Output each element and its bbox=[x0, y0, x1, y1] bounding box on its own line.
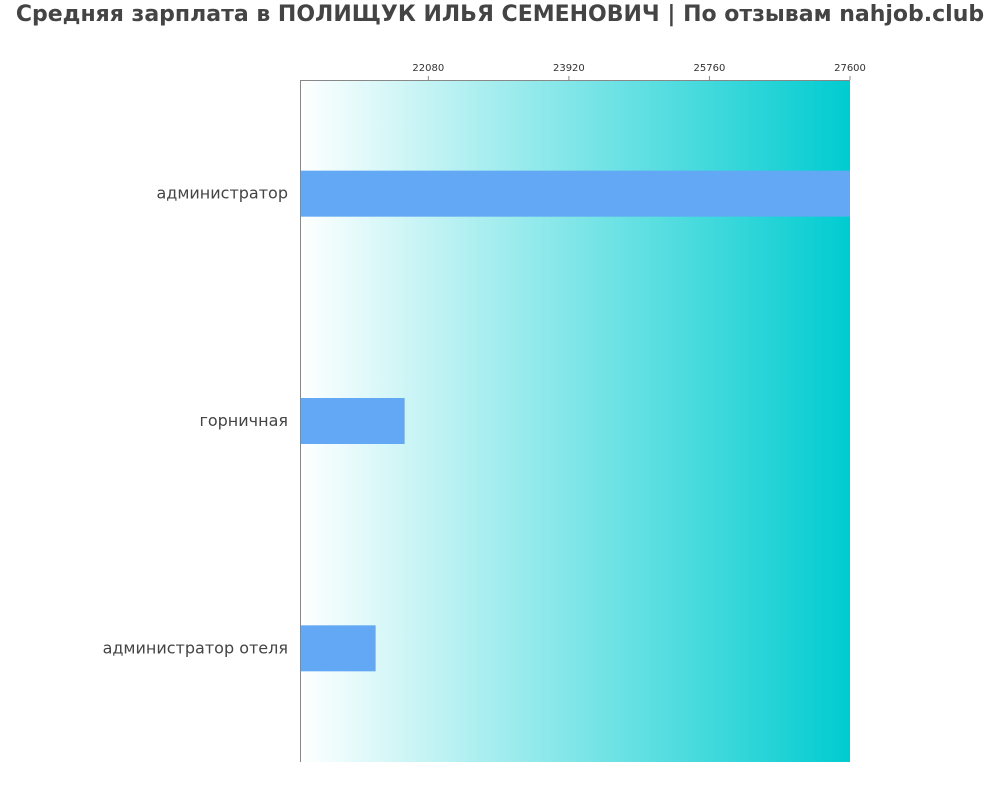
x-tick-label-2: 25760 bbox=[694, 63, 726, 74]
x-tick-label-3: 27600 bbox=[834, 63, 866, 74]
bar-2 bbox=[300, 625, 376, 672]
bar-1 bbox=[300, 398, 405, 444]
chart-title: Средняя зарплата в ПОЛИЩУК ИЛЬЯ СЕМЕНОВИ… bbox=[15, 2, 985, 27]
bar-0 bbox=[300, 170, 850, 217]
category-label-0: администратор bbox=[156, 184, 288, 203]
category-label-2: администратор отеля bbox=[103, 638, 288, 657]
x-tick-label-0: 22080 bbox=[412, 63, 444, 74]
category-label-1: горничная bbox=[199, 411, 288, 430]
x-tick-label-1: 23920 bbox=[553, 63, 585, 74]
